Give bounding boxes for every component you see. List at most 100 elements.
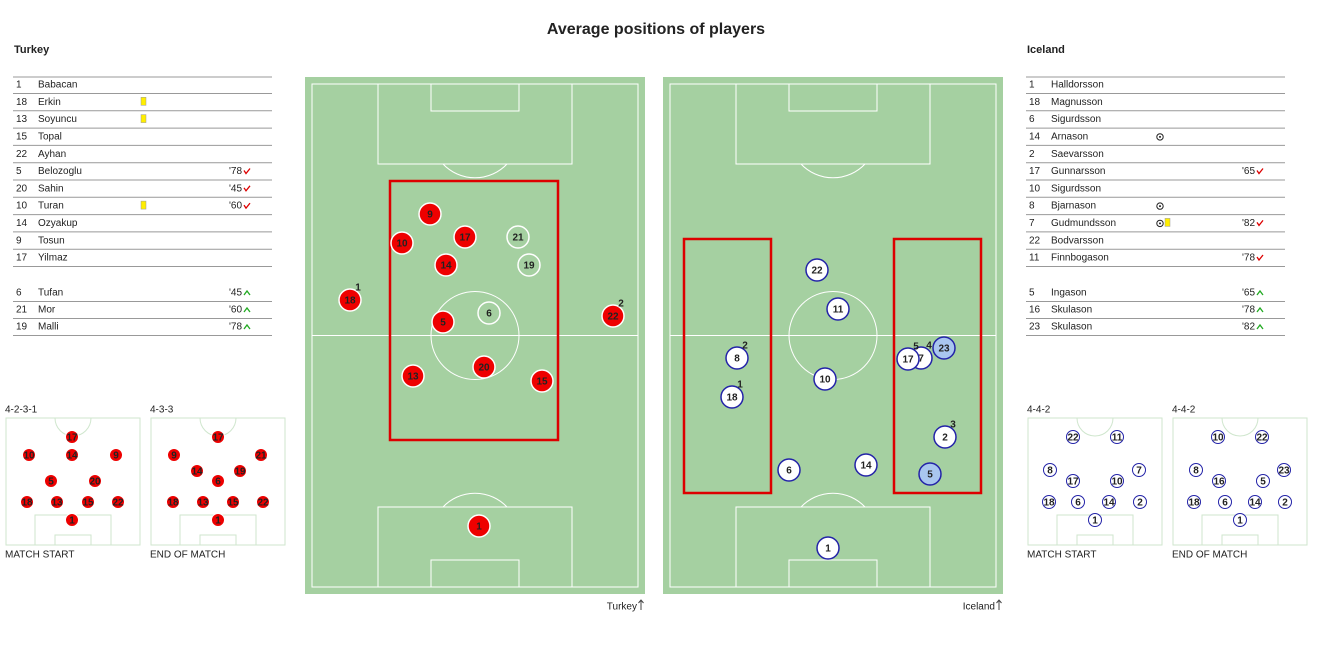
player-number: 15 <box>82 498 94 509</box>
player-marker <box>1189 463 1203 477</box>
pitch-line <box>800 492 866 508</box>
player-marker <box>401 364 425 388</box>
shirt-number: 5 <box>16 166 22 177</box>
player-number: 14 <box>191 467 203 478</box>
player-marker <box>1278 495 1292 509</box>
player-number: 7 <box>918 354 924 365</box>
player-marker <box>190 464 204 478</box>
shirt-number: 14 <box>16 218 28 229</box>
player-marker <box>816 536 840 560</box>
player-name: Gudmundsson <box>1051 218 1116 229</box>
shirt-number: 8 <box>1029 201 1035 212</box>
player-marker <box>1233 513 1247 527</box>
highlight-box <box>892 237 983 495</box>
pitch-line <box>199 534 237 546</box>
pitch-line <box>1221 417 1259 437</box>
player-number: 20 <box>478 363 490 374</box>
shirt-number: 6 <box>16 288 22 299</box>
pitch-line <box>442 492 508 508</box>
sub-off-icon <box>1256 254 1264 262</box>
player-number: 8 <box>1047 466 1053 477</box>
shirt-number: 23 <box>1029 322 1041 333</box>
player-marker <box>1066 474 1080 488</box>
player-marker <box>530 369 554 393</box>
player-number: 18 <box>167 498 179 509</box>
highlight-box <box>682 237 773 495</box>
player-name: Arnason <box>1051 132 1088 143</box>
shirt-number: 9 <box>16 235 22 246</box>
player-number: 15 <box>536 377 548 388</box>
player-marker <box>431 310 455 334</box>
player-marker <box>434 253 458 277</box>
sub-on-icon <box>1256 306 1264 313</box>
formation-label: MATCH START <box>5 550 74 561</box>
player-marker <box>65 513 79 527</box>
pitch-line <box>800 163 866 179</box>
sub-on-icon <box>243 289 251 296</box>
player-number: 22 <box>607 312 619 323</box>
shirt-number: 16 <box>1029 305 1041 316</box>
player-number: 6 <box>215 477 221 488</box>
goal-icon <box>1159 205 1161 208</box>
player-marker <box>826 297 850 321</box>
player-marker <box>111 495 125 509</box>
player-marker <box>1071 495 1085 509</box>
shirt-number: 17 <box>1029 166 1041 177</box>
sub-time: '60 <box>229 305 242 316</box>
sub-time: '82 <box>1242 218 1255 229</box>
formation-label: MATCH START <box>1027 550 1096 561</box>
sub-off-icon <box>243 185 251 192</box>
shirt-number: 5 <box>1029 288 1035 299</box>
player-name: Finnbogason <box>1051 253 1109 264</box>
player-name: Ayhan <box>38 149 66 160</box>
sub-time: '45 <box>229 183 242 194</box>
player-marker <box>22 448 36 462</box>
team-name: Turkey <box>14 44 50 56</box>
player-number: 14 <box>66 451 78 462</box>
player-marker <box>1256 474 1270 488</box>
page-title: Average positions of players <box>547 21 765 38</box>
player-marker <box>1110 474 1124 488</box>
formation-name: 4-4-2 <box>1172 405 1196 416</box>
shirt-number: 19 <box>16 322 28 333</box>
sub-on-icon <box>243 323 251 330</box>
shirt-number: 10 <box>16 201 28 212</box>
player-name: Skulason <box>1051 322 1092 333</box>
player-marker <box>1277 463 1291 477</box>
direction-arrow <box>638 599 644 610</box>
sub-time: '60 <box>229 201 242 212</box>
player-marker <box>1211 430 1225 444</box>
player-marker <box>805 258 829 282</box>
player-marker <box>506 225 530 249</box>
player-marker <box>44 474 58 488</box>
pitch-label: Turkey <box>607 602 637 613</box>
player-number: 22 <box>1067 433 1079 444</box>
player-name: Soyuncu <box>38 114 77 125</box>
formation-name: 4-4-2 <box>1027 405 1051 416</box>
position-tag: 1 <box>355 283 361 294</box>
player-marker <box>472 355 496 379</box>
player-name: Skulason <box>1051 305 1092 316</box>
player-marker <box>418 202 442 226</box>
player-marker <box>233 464 247 478</box>
player-marker <box>918 462 942 486</box>
player-number: 17 <box>1067 477 1079 488</box>
player-number: 22 <box>112 498 124 509</box>
player-number: 2 <box>1137 498 1143 509</box>
pitch-line <box>442 163 508 179</box>
sub-off-icon <box>1256 168 1264 175</box>
player-number: 22 <box>257 498 269 509</box>
player-marker <box>166 495 180 509</box>
player-number: 8 <box>734 354 740 365</box>
goal-icon <box>1159 135 1161 138</box>
player-marker <box>453 225 477 249</box>
player-marker <box>720 385 744 409</box>
shirt-number: 20 <box>16 183 28 194</box>
sub-time: '78 <box>1242 253 1255 264</box>
player-marker <box>1187 495 1201 509</box>
formation-label: END OF MATCH <box>1172 550 1247 561</box>
player-name: Tufan <box>38 288 63 299</box>
player-marker <box>256 495 270 509</box>
player-number: 23 <box>938 344 950 355</box>
